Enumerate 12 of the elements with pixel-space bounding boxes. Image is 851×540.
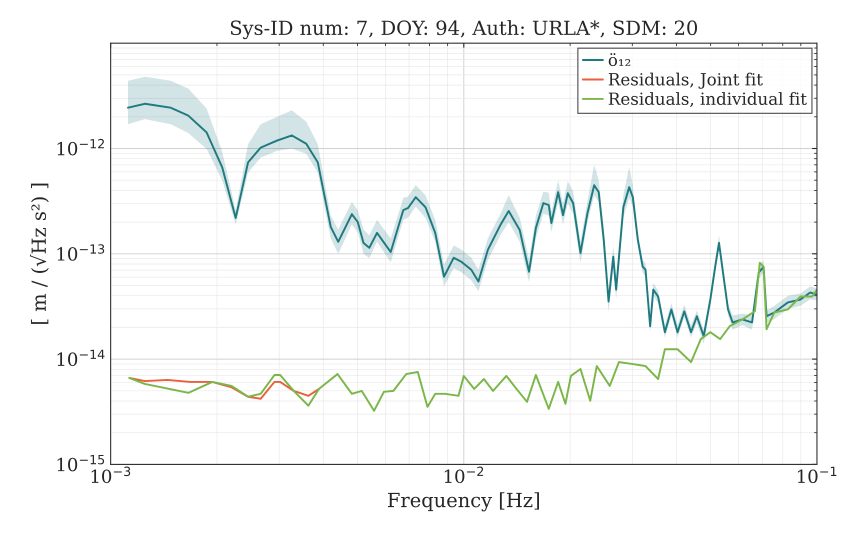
y-tick-label: 10$^{−12}$ <box>58 138 104 156</box>
legend-label: Residuals, individual fit <box>608 92 807 108</box>
legend-label: Residuals, Joint fit <box>608 72 763 89</box>
legend-label: ö₁₂ <box>608 53 630 66</box>
y-tick-label: 10$^{−14}$ <box>58 350 105 366</box>
x-tick-label: 10$^{−1}$ <box>798 466 836 484</box>
chart-title: Sys-ID num: 7, DOY: 94, Auth: URLA*, SDM: 20 <box>230 20 698 40</box>
y-axis-title: [ m / (√Hz s²) ] <box>30 184 49 324</box>
x-tick-label: 10$^{−3}$ <box>92 466 130 484</box>
x-tick-label: 10$^{−2}$ <box>444 466 484 484</box>
x-axis-title: Frequency [Hz] <box>388 492 539 512</box>
y-tick-label: 10$^{−13}$ <box>58 244 104 261</box>
